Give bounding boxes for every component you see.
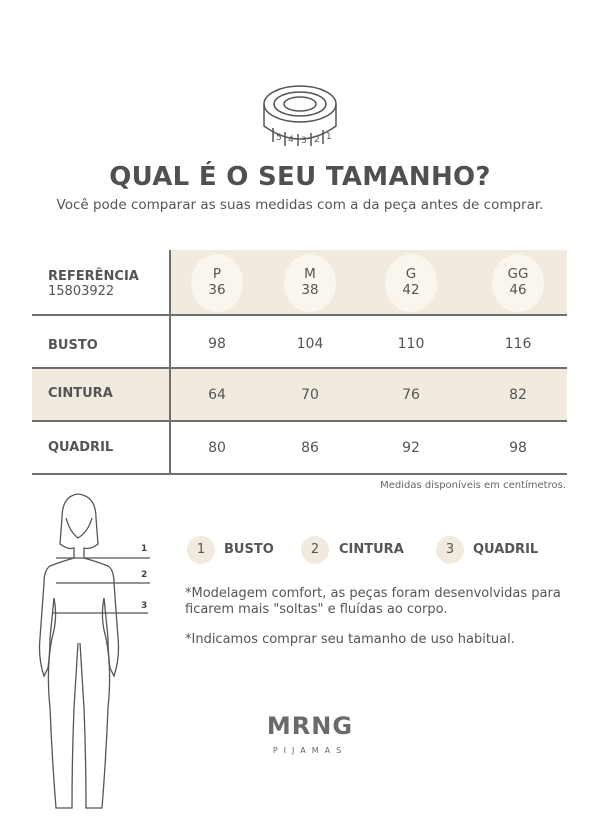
table-cell: 110 <box>397 336 425 352</box>
tape-number: 3 <box>301 136 307 146</box>
row-label: BUSTO <box>48 338 98 353</box>
notes: *Modelagem comfort, as peças foram desen… <box>185 586 593 662</box>
row-label: QUADRIL <box>48 440 114 455</box>
size-note: *Indicamos comprar seu tamanho de uso ha… <box>185 632 515 647</box>
figure-marker: 3 <box>141 601 148 611</box>
tape-number: 2 <box>314 135 320 145</box>
brand-logo: MRNG <box>266 712 354 740</box>
size-badge-g: G 42 <box>385 254 437 312</box>
table-cell: 86 <box>301 440 319 456</box>
table-cell: 116 <box>504 336 532 352</box>
table-cell: 76 <box>402 387 420 403</box>
tape-number: 5 <box>276 133 282 143</box>
reference-label: REFERÊNCIA 15803922 <box>48 269 139 299</box>
table-cell: 98 <box>509 440 527 456</box>
table-cell: 92 <box>402 440 420 456</box>
table-cell: 98 <box>208 336 226 352</box>
brand-tagline: PIJAMAS <box>272 746 348 755</box>
table-cell: 64 <box>208 387 226 403</box>
divider <box>32 367 567 369</box>
units-note: Medidas disponíveis em centímetros. <box>380 480 566 491</box>
page-subtitle: Você pode comparar as suas medidas com a… <box>56 197 544 213</box>
legend-number: 3 <box>436 536 464 564</box>
size-badge-p: P 36 <box>191 254 243 312</box>
divider <box>32 420 567 422</box>
legend-label: BUSTO <box>224 542 274 557</box>
body-silhouette-icon <box>38 493 150 809</box>
reference-code: 15803922 <box>48 284 115 299</box>
figure-marker: 1 <box>141 544 148 554</box>
size-badge-m: M 38 <box>284 254 336 312</box>
figure-marker: 2 <box>141 570 148 580</box>
divider <box>32 314 567 316</box>
size-badge-gg: GG 46 <box>492 254 544 312</box>
reference-label-text: REFERÊNCIA <box>48 269 139 284</box>
measuring-tape-icon: 5 4 3 2 1 <box>263 85 337 146</box>
tape-number: 1 <box>326 132 332 142</box>
legend-label: QUADRIL <box>473 542 539 557</box>
divider <box>32 473 567 475</box>
fit-note: *Modelagem comfort, as peças foram desen… <box>185 586 561 617</box>
table-cell: 82 <box>509 387 527 403</box>
legend-number: 1 <box>187 536 215 564</box>
legend-number: 2 <box>301 536 329 564</box>
cintura-row-bg <box>32 368 567 421</box>
legend-label: CINTURA <box>339 542 404 557</box>
table-cell: 70 <box>301 387 319 403</box>
row-label: CINTURA <box>48 386 113 401</box>
divider <box>169 250 171 475</box>
table-cell: 104 <box>296 336 324 352</box>
page-title: QUAL É O SEU TAMANHO? <box>109 162 491 192</box>
tape-number: 4 <box>288 135 294 145</box>
table-cell: 80 <box>208 440 226 456</box>
